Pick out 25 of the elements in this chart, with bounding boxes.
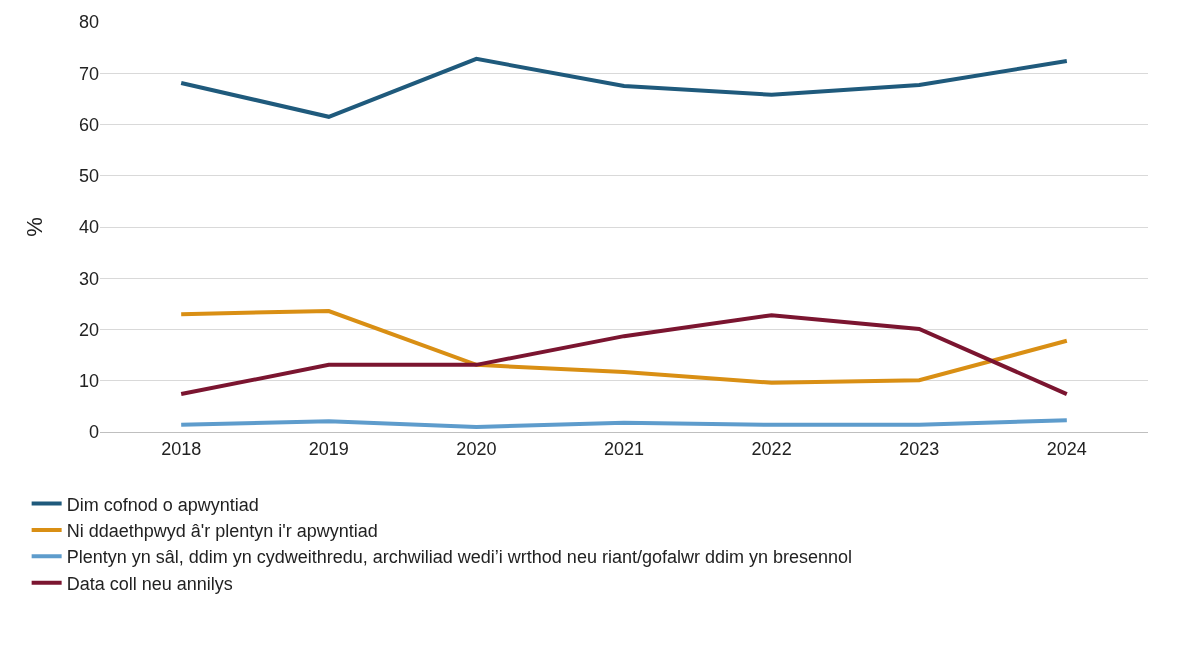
- x-tick-label: 2021: [603, 438, 645, 459]
- y-tick-label: 70: [78, 63, 99, 84]
- legend-label: Plentyn yn sâl, ddim yn cydweithredu, archwiliad wedi’i wrthod neu riant/gofalwr ddim yn bresennol: [66, 547, 853, 568]
- x-tick-label: 2023: [899, 438, 940, 459]
- y-axis-title: %: [21, 217, 47, 237]
- line-series: [179, 313, 1069, 397]
- y-tick-label: 20: [78, 319, 99, 340]
- y-tick-label: 40: [78, 217, 99, 238]
- x-tick-label: 2024: [1046, 438, 1087, 459]
- legend-label: Ni ddaethpwyd â'r plentyn i'r apwyntiad: [66, 520, 378, 541]
- line-series: [179, 56, 1069, 119]
- y-tick-label: 50: [78, 166, 99, 187]
- legend-label: Dim cofnod o apwyntiad: [66, 494, 259, 515]
- y-tick-label: 30: [78, 268, 99, 289]
- legend-label: Data coll neu annilys: [66, 573, 233, 594]
- line-series: [179, 309, 1069, 385]
- y-tick-label: 80: [78, 12, 99, 33]
- y-tick-label: 0: [88, 422, 99, 443]
- line-series: [179, 418, 1069, 429]
- x-tick-label: 2018: [161, 438, 202, 459]
- y-tick-label: 10: [78, 371, 99, 392]
- x-tick-label: 2022: [751, 438, 792, 459]
- x-tick-label: 2019: [308, 438, 349, 459]
- x-tick-label: 2020: [456, 438, 497, 459]
- y-tick-label: 60: [78, 114, 99, 135]
